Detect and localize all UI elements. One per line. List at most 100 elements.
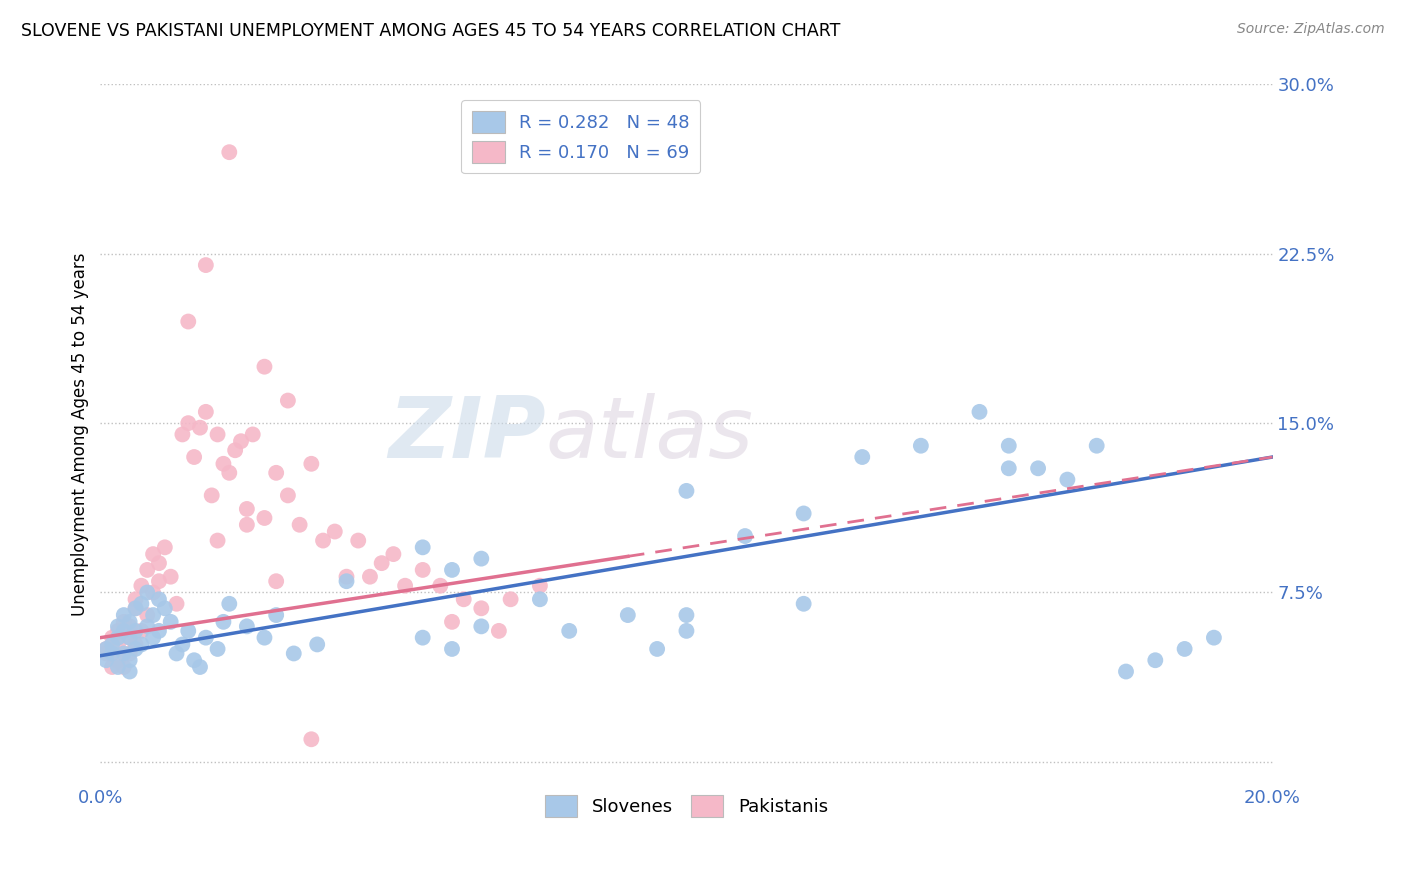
Point [201, 488, 224, 502]
Point [851, 450, 873, 464]
Point [470, 601, 492, 615]
Point [112, 615, 135, 629]
Text: ZIP: ZIP [388, 393, 546, 476]
Point [142, 631, 165, 645]
Point [440, 615, 463, 629]
Point [558, 624, 581, 638]
Point [118, 653, 141, 667]
Point [107, 631, 129, 645]
Point [323, 524, 346, 539]
Text: Source: ZipAtlas.com: Source: ZipAtlas.com [1237, 22, 1385, 37]
Point [124, 637, 146, 651]
Point [118, 619, 141, 633]
Point [153, 601, 176, 615]
Point [394, 579, 416, 593]
Point [734, 529, 756, 543]
Point [159, 570, 181, 584]
Point [453, 592, 475, 607]
Point [107, 637, 129, 651]
Point [253, 511, 276, 525]
Point [142, 585, 165, 599]
Point [499, 592, 522, 607]
Point [382, 547, 405, 561]
Point [236, 502, 259, 516]
Point [142, 608, 165, 623]
Point [194, 258, 217, 272]
Point [218, 145, 240, 160]
Point [264, 574, 287, 589]
Point [124, 601, 146, 615]
Point [107, 624, 129, 638]
Point [212, 615, 235, 629]
Point [172, 427, 194, 442]
Point [412, 563, 434, 577]
Point [96, 647, 118, 661]
Point [488, 624, 510, 638]
Point [148, 556, 170, 570]
Point [229, 434, 252, 449]
Point [997, 461, 1019, 475]
Point [264, 466, 287, 480]
Point [429, 579, 451, 593]
Point [194, 631, 217, 645]
Point [131, 624, 153, 638]
Point [107, 619, 129, 633]
Point [107, 660, 129, 674]
Point [412, 541, 434, 555]
Point [370, 556, 392, 570]
Point [124, 624, 146, 638]
Point [288, 517, 311, 532]
Point [177, 314, 200, 328]
Point [1085, 439, 1108, 453]
Point [312, 533, 335, 548]
Point [101, 637, 124, 651]
Point [470, 619, 492, 633]
Point [253, 631, 276, 645]
Point [118, 665, 141, 679]
Point [118, 631, 141, 645]
Point [112, 647, 135, 661]
Point [136, 619, 159, 633]
Point [118, 631, 141, 645]
Point [159, 615, 181, 629]
Point [307, 637, 329, 651]
Point [148, 574, 170, 589]
Point [166, 647, 188, 661]
Point [1115, 665, 1137, 679]
Point [136, 563, 159, 577]
Text: atlas: atlas [546, 393, 754, 476]
Point [107, 653, 129, 667]
Point [264, 608, 287, 623]
Point [131, 579, 153, 593]
Point [470, 551, 492, 566]
Point [118, 647, 141, 661]
Point [277, 393, 299, 408]
Point [675, 483, 697, 498]
Point [529, 592, 551, 607]
Point [207, 642, 229, 657]
Point [236, 517, 259, 532]
Point [112, 660, 135, 674]
Point [283, 647, 305, 661]
Point [188, 420, 211, 434]
Point [131, 637, 153, 651]
Point [675, 608, 697, 623]
Point [299, 457, 322, 471]
Point [1144, 653, 1167, 667]
Point [253, 359, 276, 374]
Point [148, 624, 170, 638]
Point [172, 637, 194, 651]
Point [177, 416, 200, 430]
Y-axis label: Unemployment Among Ages 45 to 54 years: Unemployment Among Ages 45 to 54 years [72, 252, 89, 616]
Point [212, 457, 235, 471]
Point [131, 597, 153, 611]
Point [277, 488, 299, 502]
Point [969, 405, 991, 419]
Point [412, 631, 434, 645]
Point [224, 443, 246, 458]
Point [153, 541, 176, 555]
Point [188, 660, 211, 674]
Point [675, 624, 697, 638]
Point [96, 653, 118, 667]
Point [218, 466, 240, 480]
